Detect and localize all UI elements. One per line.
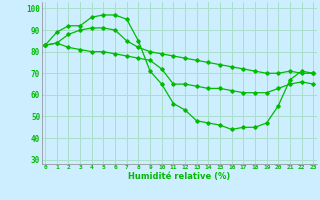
X-axis label: Humidité relative (%): Humidité relative (%)	[128, 172, 230, 181]
